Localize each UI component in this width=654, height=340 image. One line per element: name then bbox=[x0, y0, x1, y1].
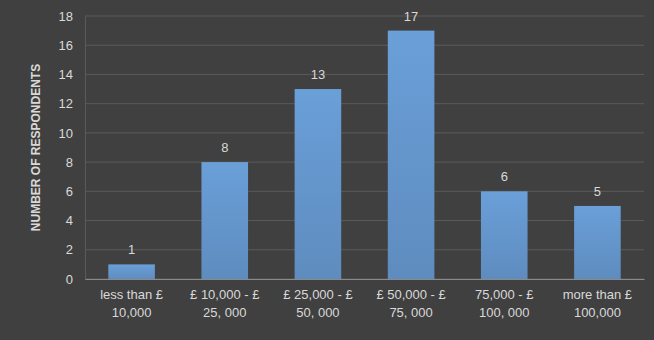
data-label: 5 bbox=[594, 184, 601, 199]
y-tick-label: 8 bbox=[66, 155, 73, 170]
y-tick-label: 14 bbox=[59, 67, 73, 82]
grid-line bbox=[85, 249, 644, 250]
grid-line bbox=[85, 132, 644, 133]
y-tick: 6 bbox=[66, 184, 85, 199]
data-label: 8 bbox=[221, 140, 228, 155]
x-tick-label: 75,000 - £100, 000 bbox=[475, 287, 534, 320]
grid-line bbox=[85, 45, 644, 46]
x-tick-labels: less than £10,000 £ 10,000 - £25, 000 £ 25… bbox=[100, 287, 633, 320]
bar bbox=[388, 31, 435, 279]
data-label: 13 bbox=[311, 67, 325, 82]
bar bbox=[574, 206, 621, 279]
y-tick-label: 0 bbox=[66, 272, 73, 287]
x-axis bbox=[86, 279, 645, 281]
y-tick: 18 bbox=[59, 9, 85, 24]
bar bbox=[108, 264, 155, 279]
y-tick-label: 10 bbox=[59, 126, 73, 141]
y-tick: 14 bbox=[59, 67, 85, 82]
data-labels: 1 8 13 17 6 5 bbox=[128, 9, 601, 258]
grid-line bbox=[85, 220, 644, 221]
y-axis-title: NUMBER OF RESPONDENTS bbox=[29, 64, 43, 231]
data-label: 17 bbox=[404, 9, 418, 24]
y-tick-label: 6 bbox=[66, 184, 73, 199]
grid bbox=[85, 16, 644, 279]
y-tick: 16 bbox=[59, 38, 85, 53]
x-tick-label: £ 50,000 - £75, 000 bbox=[376, 287, 446, 320]
y-tick: 4 bbox=[66, 213, 85, 228]
y-tick-label: 16 bbox=[59, 38, 73, 53]
x-tick-label: more than £100,000 bbox=[563, 287, 633, 320]
y-tick-label: 18 bbox=[59, 9, 73, 24]
bar bbox=[295, 89, 342, 279]
y-tick: 12 bbox=[59, 96, 85, 111]
x-tick-label: less than £10,000 bbox=[100, 287, 164, 320]
x-tick-label: £ 25,000 - £50, 000 bbox=[283, 287, 353, 320]
bars bbox=[108, 31, 620, 279]
y-tick: 10 bbox=[59, 126, 85, 141]
grid-line bbox=[85, 162, 644, 163]
y-axis-line bbox=[85, 17, 86, 280]
x-tick-label: £ 10,000 - £25, 000 bbox=[190, 287, 260, 320]
grid-line bbox=[85, 74, 644, 75]
grid-line bbox=[85, 16, 644, 17]
grid-line bbox=[85, 279, 644, 280]
data-label: 1 bbox=[128, 242, 135, 257]
bar bbox=[481, 191, 528, 279]
grid-line bbox=[85, 191, 644, 192]
y-tick-label: 4 bbox=[66, 213, 73, 228]
x-axis-line bbox=[86, 279, 645, 280]
bar bbox=[201, 162, 248, 279]
grid-line bbox=[85, 103, 644, 104]
y-axis: 0 2 4 6 8 10 12 14 16 18 bbox=[59, 9, 86, 287]
y-tick: 2 bbox=[66, 242, 85, 257]
plot: 024681012141618less than £10,000£ 10,000… bbox=[59, 9, 645, 320]
y-tick: 8 bbox=[66, 155, 85, 170]
y-tick-label: 12 bbox=[59, 96, 73, 111]
background bbox=[0, 0, 654, 340]
chart: 024681012141618less than £10,000£ 10,000… bbox=[0, 0, 654, 340]
data-label: 6 bbox=[501, 169, 508, 184]
y-tick-label: 2 bbox=[66, 242, 73, 257]
y-tick: 0 bbox=[66, 272, 85, 287]
